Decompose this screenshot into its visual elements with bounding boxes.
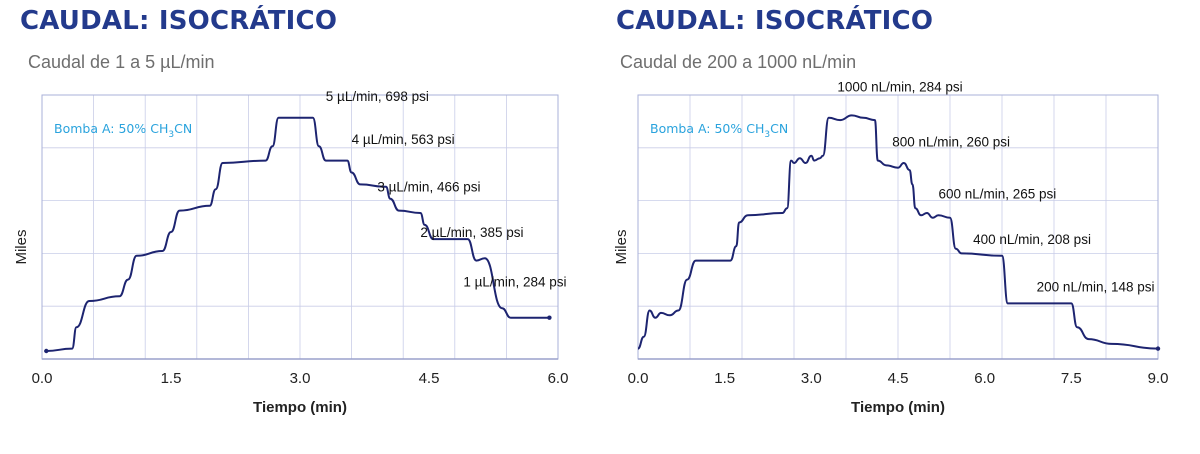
y-axis-label: Miles bbox=[13, 229, 30, 264]
chart-panel-right: CAUDAL: ISOCRÁTICO Caudal de 200 a 1000 … bbox=[600, 0, 1200, 454]
x-axis-label: Tiempo (min) bbox=[253, 399, 347, 416]
line-endpoint-marker bbox=[547, 315, 552, 320]
x-tick-label: 4.5 bbox=[888, 370, 909, 387]
data-annotation: 3 µL/min, 466 psi bbox=[377, 180, 480, 195]
data-annotation: 600 nL/min, 265 psi bbox=[938, 187, 1056, 202]
line-chart: 0.0 1.5 3.0 4.5 6.0 7.5 9.0 Tiempo (min) Miles Bo… bbox=[613, 80, 1169, 416]
line-endpoint-marker bbox=[44, 348, 49, 354]
data-annotation: 1 µL/min, 284 psi bbox=[463, 275, 566, 290]
line-chart: 0.0 1.5 3.0 4.5 6.0 Tiempo (min) Miles Bomba A:… bbox=[13, 89, 569, 416]
series-line bbox=[46, 116, 550, 352]
legend-text: Bomba A: 50% CH3CN bbox=[54, 121, 192, 140]
series-line bbox=[637, 114, 1159, 350]
data-annotation: 2 µL/min, 385 psi bbox=[420, 225, 523, 240]
data-annotation: 400 nL/min, 208 psi bbox=[973, 232, 1091, 247]
data-annotation: 4 µL/min, 563 psi bbox=[352, 132, 455, 147]
x-tick-label: 1.5 bbox=[714, 370, 735, 387]
x-tick-label: 9.0 bbox=[1148, 370, 1169, 387]
chart-title: CAUDAL: ISOCRÁTICO bbox=[20, 6, 338, 36]
x-tick-label: 6.0 bbox=[548, 370, 569, 387]
legend-text: Bomba A: 50% CH3CN bbox=[650, 121, 788, 140]
chart-title: CAUDAL: ISOCRÁTICO bbox=[616, 6, 934, 36]
x-tick-label: 6.0 bbox=[974, 370, 995, 387]
x-tick-label: 3.0 bbox=[290, 370, 311, 387]
x-tick-label: 0.0 bbox=[32, 370, 53, 387]
chart-subtitle: Caudal de 200 a 1000 nL/min bbox=[620, 52, 857, 72]
x-tick-label: 7.5 bbox=[1061, 370, 1082, 387]
chart-panel-left: CAUDAL: ISOCRÁTICO Caudal de 1 a 5 µL/mi… bbox=[13, 6, 569, 416]
chart-subtitle: Caudal de 1 a 5 µL/min bbox=[28, 52, 215, 72]
data-annotation: 800 nL/min, 260 psi bbox=[892, 134, 1010, 149]
x-tick-label: 4.5 bbox=[419, 370, 440, 387]
x-axis-label: Tiempo (min) bbox=[851, 399, 945, 416]
y-axis-label: Miles bbox=[613, 229, 630, 264]
line-endpoint-marker bbox=[1155, 346, 1161, 351]
data-annotation: 200 nL/min, 148 psi bbox=[1037, 280, 1155, 295]
x-tick-label: 0.0 bbox=[628, 370, 649, 387]
x-tick-label: 1.5 bbox=[161, 370, 182, 387]
data-annotation: 5 µL/min, 698 psi bbox=[326, 89, 429, 104]
data-annotation: 1000 nL/min, 284 psi bbox=[837, 80, 962, 95]
x-tick-label: 3.0 bbox=[801, 370, 822, 387]
